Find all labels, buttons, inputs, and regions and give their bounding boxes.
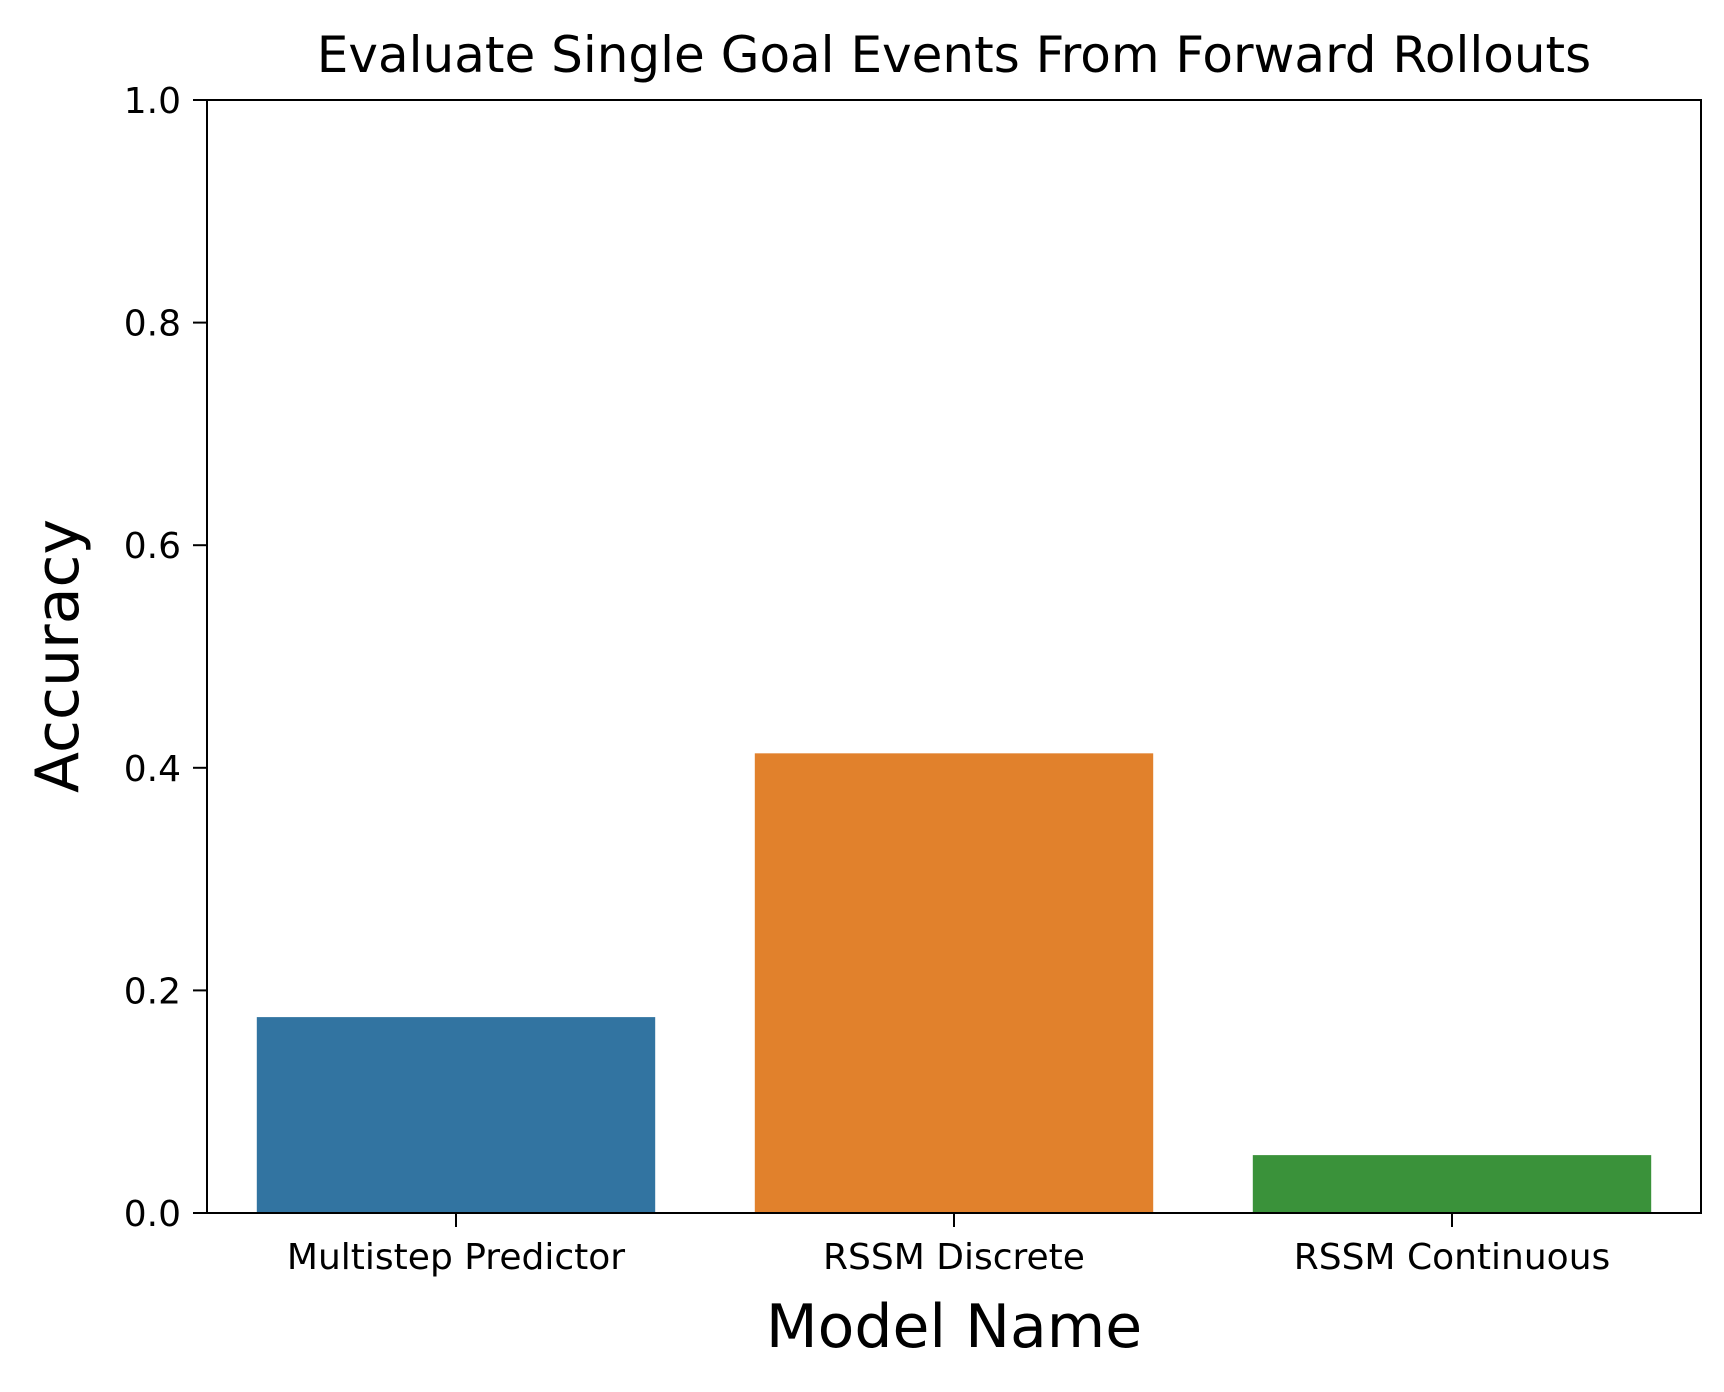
bar-3 — [1252, 1155, 1652, 1213]
x-tick-label-2: RSSM Discrete — [823, 1237, 1085, 1278]
x-tick-label-3: RSSM Continuous — [1294, 1237, 1611, 1278]
y-tick-label-6: 1.0 — [124, 81, 181, 122]
x-axis-ticks: Multistep Predictor RSSM Discrete RSSM Con… — [287, 1213, 1610, 1278]
x-tick-label-1: Multistep Predictor — [287, 1237, 625, 1278]
chart-title: Evaluate Single Goal Events From Forward… — [317, 26, 1591, 84]
y-tick-label-1: 0.0 — [124, 1194, 181, 1235]
bar-1 — [256, 1017, 656, 1213]
y-tick-label-5: 0.8 — [124, 304, 181, 345]
y-tick-label-2: 0.2 — [124, 971, 181, 1012]
y-axis-ticks: 0.0 0.2 0.4 0.6 0.8 1.0 — [124, 81, 207, 1235]
bars-layer — [256, 753, 1652, 1213]
y-tick-label-4: 0.6 — [124, 526, 181, 567]
bar-2 — [754, 753, 1154, 1213]
y-tick-label-3: 0.4 — [124, 749, 181, 790]
y-axis-label: Accuracy — [23, 519, 93, 793]
x-axis-label: Model Name — [766, 1292, 1142, 1362]
plot-frame — [206, 99, 1702, 1214]
